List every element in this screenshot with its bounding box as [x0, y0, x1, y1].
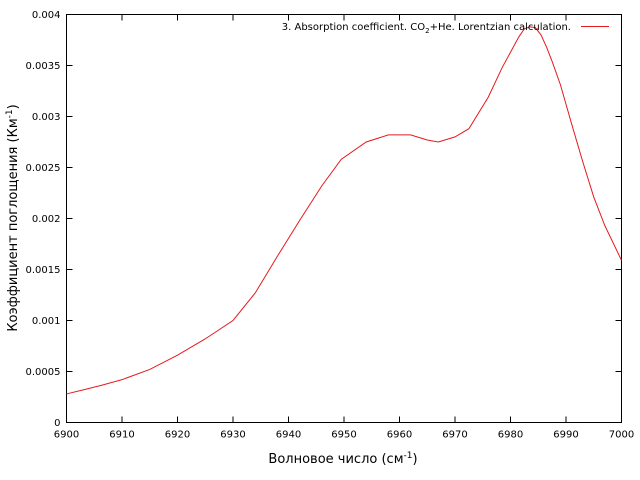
y-tick-label: 0.001: [32, 316, 61, 327]
x-tick-label: 6950: [331, 430, 356, 441]
y-tick-label: 0.0025: [26, 163, 61, 174]
y-tick-label: 0.0005: [26, 367, 61, 378]
y-axis: 0 0.0005 0.001 0.0015 0.002 0.0025 0.003 0.0035…: [26, 10, 622, 429]
series-layer: [66, 26, 622, 395]
x-tick-label: 6970: [442, 430, 467, 441]
x-tick-label: 6920: [165, 430, 190, 441]
y-tick-label: 0.002: [32, 214, 61, 225]
y-tick-label: 0.004: [32, 10, 61, 21]
x-tick-label: 7000: [609, 430, 634, 441]
y-tick-label: 0.0015: [26, 265, 61, 276]
x-tick-label: 6960: [387, 430, 412, 441]
x-tick-label: 6900: [54, 430, 79, 441]
x-axis: 6900 6910 6920 6930 6940 6950 6960 6970 6980 6990…: [54, 14, 634, 441]
y-tick-label: 0.003: [32, 112, 61, 123]
series-line: [66, 26, 622, 395]
y-tick-label: 0.0035: [26, 61, 61, 72]
x-axis-title: Волновое число (см-1): [268, 451, 417, 467]
legend-label: 3. Absorption coefficient. CO2+He. Loren…: [282, 22, 571, 35]
plot-frame: [66, 14, 622, 423]
x-tick-label: 6980: [498, 430, 523, 441]
x-tick-label: 6990: [553, 430, 578, 441]
x-tick-label: 6940: [276, 430, 301, 441]
y-tick-label: 0: [54, 418, 60, 429]
x-tick-label: 6910: [109, 430, 134, 441]
legend: 3. Absorption coefficient. CO2+He. Loren…: [282, 22, 609, 35]
x-tick-label: 6930: [220, 430, 245, 441]
y-axis-title: Коэффициент поглощения (Км-1): [5, 104, 21, 331]
